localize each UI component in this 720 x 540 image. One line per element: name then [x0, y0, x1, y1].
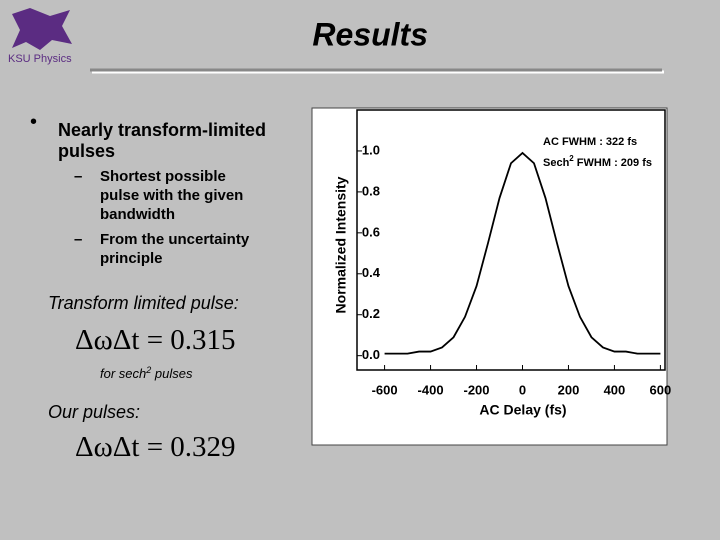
note-sup: 2: [145, 365, 151, 375]
annotation-text: FWHM : 209 fs: [574, 157, 652, 169]
bullet-text: Nearly transform-limited: [58, 120, 266, 140]
x-tick-label: -200: [464, 382, 490, 397]
label: Transform limited pulse:: [48, 293, 239, 313]
y-tick-label: 0.0: [362, 347, 380, 362]
y-tick-label: 0.8: [362, 183, 380, 198]
logo: KSU Physics: [8, 8, 72, 65]
annotation: AC FWHM : 322 fs: [543, 136, 637, 148]
label: Our pulses:: [48, 402, 140, 422]
note-text: pulses: [151, 366, 193, 381]
annotation-text: Sech: [543, 157, 570, 169]
logo-text: KSU Physics: [8, 53, 72, 65]
sub-bullet: Shortest possible: [100, 168, 226, 185]
x-tick-label: 0: [519, 382, 526, 397]
x-tick-label: 600: [650, 382, 672, 397]
equation: ΔωΔt = 0.329: [75, 431, 236, 463]
y-tick-label: 0.4: [362, 265, 381, 280]
sub-bullet: principle: [100, 250, 163, 267]
x-tick-label: -400: [418, 382, 444, 397]
note-text: for sech: [100, 366, 146, 381]
bullet: •: [30, 111, 37, 133]
y-axis-title: Normalized Intensity: [333, 176, 349, 313]
equation: ΔωΔt = 0.315: [75, 324, 236, 356]
y-tick-label: 1.0: [362, 142, 380, 157]
y-tick-label: 0.6: [362, 224, 380, 239]
x-axis-title: AC Delay (fs): [479, 402, 566, 418]
sub-bullet: pulse with the given: [100, 187, 243, 204]
data-line: [384, 151, 661, 355]
dash: –: [74, 168, 82, 185]
chart: AC Delay (fs) Normalized Intensity AC FW…: [333, 109, 672, 418]
annotation-sup: 2: [569, 154, 574, 163]
annotation: Sech2 FWHM : 209 fs: [543, 154, 652, 169]
logo-mark: [12, 8, 72, 50]
x-tick-label: 200: [558, 382, 580, 397]
chart-panel: [311, 107, 668, 446]
note: for sech2 pulses: [100, 365, 193, 381]
x-tick-label: 400: [604, 382, 626, 397]
plot-frame: [356, 109, 666, 371]
sub-bullet: bandwidth: [100, 206, 175, 223]
y-tick-label: 0.2: [362, 306, 380, 321]
dash: –: [74, 231, 82, 248]
bullet-text: pulses: [58, 141, 115, 161]
sub-bullet: From the uncertainty: [100, 231, 250, 248]
slide-title: Results: [312, 16, 428, 52]
x-tick-label: -600: [372, 382, 398, 397]
